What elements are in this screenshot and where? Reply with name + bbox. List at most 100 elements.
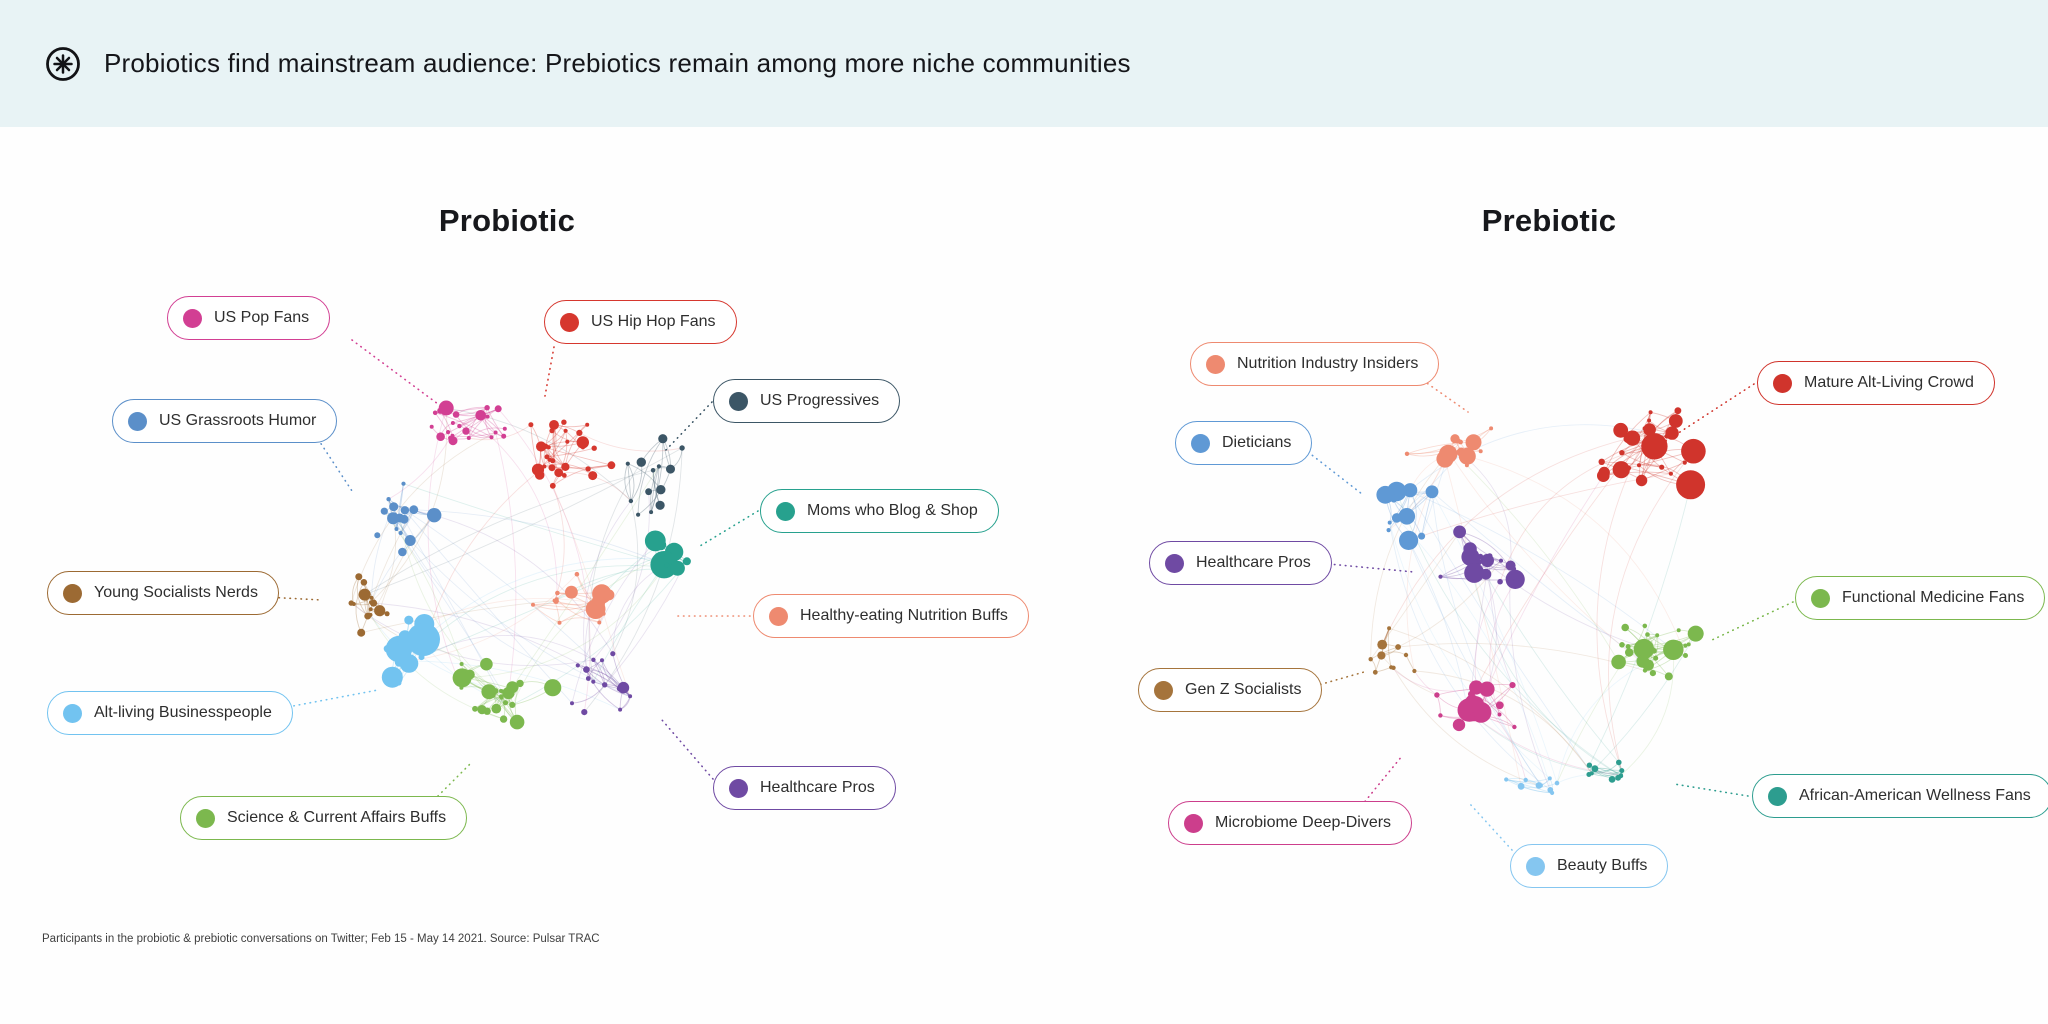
network-edge — [424, 597, 603, 625]
community-pill[interactable]: US Progressives — [713, 379, 901, 423]
network-node — [1663, 639, 1684, 660]
network-node — [416, 644, 422, 650]
community-label: Functional Medicine Fans — [1842, 589, 2025, 606]
network-edge — [1408, 490, 1593, 774]
community-pill[interactable]: Dieticians — [1175, 421, 1313, 465]
network-edge — [1381, 438, 1629, 645]
network-node — [399, 514, 409, 524]
community-pill[interactable]: Nutrition Industry Insiders — [1190, 342, 1440, 386]
network-edge — [552, 464, 612, 487]
network-node — [446, 430, 451, 435]
network-node — [1412, 668, 1417, 674]
network-edge — [373, 602, 620, 689]
network-node — [585, 466, 591, 472]
network-node — [1403, 483, 1418, 498]
network-edge — [1431, 491, 1542, 786]
network-node — [561, 419, 567, 425]
network-node — [466, 436, 471, 440]
network-node — [499, 689, 503, 693]
community-color-dot-icon — [63, 583, 82, 603]
network-node — [1438, 713, 1443, 718]
community-label: African-American Wellness Fans — [1799, 787, 2031, 804]
network-node — [380, 507, 388, 515]
community-pill[interactable]: US Hip Hop Fans — [544, 300, 737, 344]
network-node — [1513, 578, 1519, 584]
community-pill[interactable]: Young Socialists Nerds — [47, 571, 279, 615]
community-pill[interactable]: Healthcare Pros — [1149, 541, 1332, 585]
network-node — [601, 611, 606, 616]
network-node — [1589, 771, 1594, 776]
network-edge — [586, 669, 620, 689]
network-node — [457, 423, 462, 429]
community-pill[interactable]: Mature Alt-Living Crowd — [1757, 361, 1995, 405]
network-edge — [588, 461, 642, 682]
community-label: US Progressives — [760, 392, 880, 409]
network-node — [1498, 558, 1504, 563]
network-node — [1619, 642, 1625, 648]
community-pill[interactable]: Microbiome Deep-Divers — [1168, 801, 1413, 845]
network-edge — [484, 407, 492, 438]
network-node — [628, 694, 633, 699]
network-node — [1464, 562, 1485, 583]
network-edge — [650, 466, 660, 513]
network-edge — [1444, 458, 1522, 787]
network-node — [406, 622, 440, 657]
network-node — [355, 573, 363, 581]
network-node — [493, 430, 498, 435]
network-edge — [398, 557, 686, 663]
network-node — [1676, 628, 1681, 633]
community-pill[interactable]: Healthy-eating Nutrition Buffs — [753, 594, 1029, 638]
network-node — [509, 714, 525, 730]
community-pill[interactable]: Healthcare Pros — [713, 766, 896, 810]
network-node — [538, 443, 543, 448]
network-edge — [1381, 655, 1438, 696]
network-node — [1425, 485, 1439, 499]
network-node — [1586, 762, 1593, 768]
community-pill[interactable]: Gen Z Socialists — [1138, 668, 1323, 712]
community-pill[interactable]: Moms who Blog & Shop — [760, 489, 999, 533]
network-edge — [468, 424, 532, 441]
network-node — [384, 611, 390, 617]
community-label: US Pop Fans — [214, 309, 310, 326]
network-node — [1376, 485, 1395, 504]
community-label: Science & Current Affairs Buffs — [227, 809, 447, 826]
network-edge — [612, 653, 631, 697]
network-node — [1465, 434, 1482, 451]
leader-line — [433, 763, 471, 801]
community-pill[interactable]: US Pop Fans — [167, 296, 331, 340]
network-edge — [404, 510, 573, 704]
network-node — [492, 688, 499, 694]
network-edge — [619, 696, 631, 710]
network-node — [374, 532, 381, 539]
network-edge — [1627, 629, 1679, 648]
network-edge — [1389, 522, 1551, 779]
community-pill[interactable]: US Grassroots Humor — [112, 399, 338, 443]
community-color-dot-icon — [1206, 354, 1225, 374]
network-node — [427, 508, 442, 523]
network-node — [528, 422, 534, 428]
leader-line — [1711, 601, 1794, 641]
network-node — [484, 405, 490, 411]
community-pill[interactable]: Functional Medicine Fans — [1795, 576, 2046, 620]
community-pill[interactable]: Science & Current Affairs Buffs — [180, 796, 468, 840]
network-node — [1404, 451, 1410, 456]
network-node — [1547, 776, 1552, 781]
community-color-dot-icon — [183, 308, 202, 328]
network-node — [1619, 450, 1625, 456]
network-node — [531, 463, 545, 476]
network-node — [1469, 680, 1484, 695]
community-label: Healthcare Pros — [1196, 554, 1311, 571]
network-edge — [619, 696, 631, 711]
network-node — [452, 411, 460, 418]
community-pill[interactable]: Beauty Buffs — [1510, 844, 1669, 888]
community-pill[interactable]: Alt-living Businesspeople — [47, 691, 293, 735]
network-edge — [1506, 777, 1550, 783]
network-edge — [412, 509, 667, 566]
network-edge — [1414, 670, 1438, 696]
community-pill[interactable]: African-American Wellness Fans — [1752, 774, 2048, 818]
pulsar-asterisk-logo-icon — [44, 45, 82, 83]
network-edge — [612, 500, 639, 654]
network-node — [1683, 653, 1688, 658]
network-edge — [1608, 462, 1686, 771]
network-edge — [1505, 779, 1553, 794]
